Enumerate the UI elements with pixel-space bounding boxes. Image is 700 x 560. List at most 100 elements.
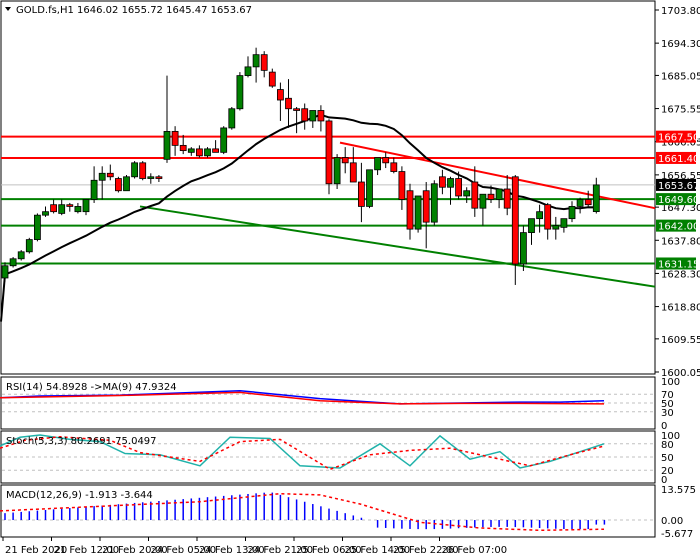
- candle: [115, 178, 122, 192]
- candle: [333, 157, 341, 185]
- candle: [325, 120, 333, 185]
- candle: [455, 178, 463, 197]
- candle: [398, 171, 406, 200]
- candle: [495, 188, 503, 200]
- candle: [293, 108, 301, 111]
- candle: [568, 206, 576, 220]
- macd-label: MACD(12,26,9) -1.913 -3.644: [6, 490, 153, 501]
- candle: [463, 190, 471, 197]
- red-trendline[interactable]: [339, 141, 656, 210]
- candle: [438, 176, 446, 188]
- candle: [163, 131, 171, 160]
- candle: [560, 218, 568, 228]
- green-trendline[interactable]: [139, 205, 656, 288]
- candle: [357, 181, 365, 207]
- candle: [9, 258, 17, 267]
- candle: [98, 172, 106, 181]
- candle: [285, 97, 292, 110]
- svg-text:20: 20: [661, 466, 674, 477]
- candle: [195, 148, 203, 157]
- candle: [430, 183, 438, 223]
- time-tick-label: 25 Feb 22:00: [393, 545, 459, 556]
- candle: [74, 206, 82, 213]
- time-tick-label: 21 Feb 12:00: [54, 545, 120, 556]
- price-tick-label: 1675.55: [661, 105, 700, 116]
- time-tick-label: 25 Feb 06:00: [296, 545, 362, 556]
- candle: [220, 127, 228, 153]
- price-tick-label: 1647.30: [661, 203, 700, 214]
- candle: [66, 204, 74, 207]
- candle: [155, 176, 163, 179]
- support-price-tag: [656, 219, 696, 232]
- svg-text:1667.50: 1667.50: [658, 133, 699, 144]
- candle: [82, 199, 90, 213]
- dropdown-triangle-icon[interactable]: [5, 7, 11, 11]
- price-panel[interactable]: [0, 0, 656, 375]
- candle: [131, 162, 139, 178]
- resistance-price-tag: [656, 151, 696, 164]
- candlesticks: [1, 47, 600, 285]
- price-tick-label: 1637.80: [661, 236, 700, 247]
- candle: [276, 89, 284, 101]
- candle: [50, 204, 57, 213]
- candle: [576, 199, 584, 207]
- price-tick-label: 1600.05: [661, 368, 700, 379]
- candle: [17, 251, 25, 260]
- svg-text:50: 50: [661, 399, 674, 410]
- time-tick-label: 24 Feb 13:00: [199, 545, 265, 556]
- candle: [244, 66, 252, 76]
- current-price-tag: [656, 178, 696, 191]
- price-tick-label: 1666.05: [661, 138, 700, 149]
- support-price-tag: [656, 193, 696, 206]
- candle: [204, 148, 211, 157]
- time-tick-label: 26 Feb 07:00: [442, 545, 508, 556]
- candle: [139, 162, 147, 179]
- price-axis: 1703.80 1694.30 1685.05 1675.55 1666.05 1656.…: [655, 6, 700, 540]
- candle: [25, 239, 33, 253]
- candle: [584, 199, 592, 206]
- svg-text:0: 0: [661, 475, 667, 486]
- price-tick-label: 1694.30: [661, 39, 700, 50]
- candle: [487, 193, 495, 200]
- svg-text:80: 80: [661, 440, 674, 451]
- candle: [422, 190, 430, 223]
- candle: [471, 181, 479, 209]
- time-tick-label: 21 Feb 20:00: [102, 545, 168, 556]
- resistance-price-tag: [656, 130, 696, 143]
- candle: [366, 169, 373, 207]
- candle: [187, 148, 195, 153]
- svg-text:1653.67: 1653.67: [658, 181, 699, 192]
- candle: [447, 178, 454, 188]
- candle: [503, 188, 511, 209]
- candle: [544, 204, 552, 230]
- svg-text:1661.40: 1661.40: [658, 154, 699, 165]
- candle: [123, 176, 130, 192]
- trendlines: [139, 141, 656, 288]
- candle: [479, 193, 487, 209]
- support-price-tag: [656, 257, 696, 270]
- candle: [106, 172, 114, 178]
- svg-text:0.00: 0.00: [661, 516, 683, 527]
- candle: [382, 157, 390, 164]
- candle: [374, 157, 382, 171]
- price-tick-label: 1628.30: [661, 269, 700, 280]
- symbol-header: GOLD.fs,H1 1646.02 1655.72 1645.47 1653.…: [16, 5, 252, 16]
- candle: [252, 54, 260, 68]
- svg-text:0: 0: [661, 421, 667, 432]
- candle: [552, 225, 560, 230]
- candle: [34, 214, 41, 240]
- candle: [90, 179, 98, 200]
- candle: [171, 131, 179, 146]
- time-tick-label: 24 Feb 05:00: [151, 545, 217, 556]
- candle: [268, 71, 276, 87]
- candle: [349, 162, 357, 183]
- svg-text:70: 70: [661, 390, 674, 401]
- svg-text:-5.677: -5.677: [661, 529, 693, 540]
- time-tick-label: 25 Feb 14:00: [345, 545, 411, 556]
- time-tick-label: 24 Feb 21:00: [248, 545, 314, 556]
- candle: [212, 148, 220, 153]
- price-tick-label: 1685.05: [661, 71, 700, 82]
- candle: [309, 110, 317, 122]
